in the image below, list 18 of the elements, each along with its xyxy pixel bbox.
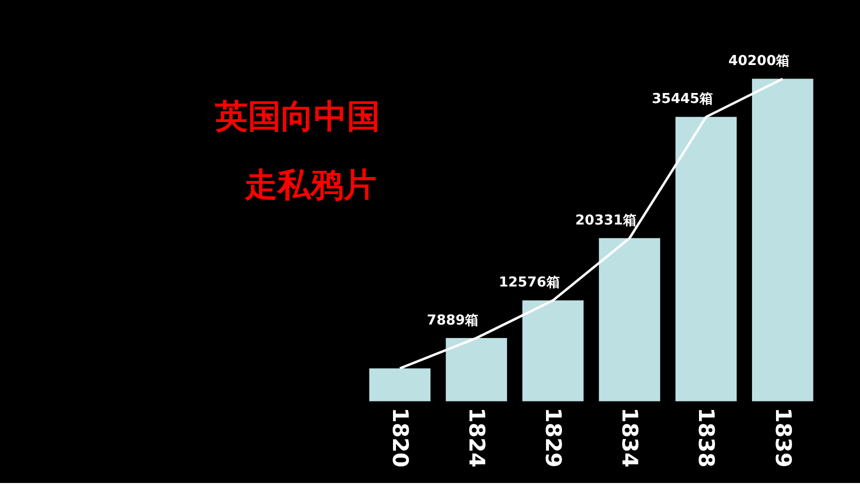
bar [522, 300, 584, 402]
bar [369, 368, 430, 402]
data-label: 40200箱 [728, 53, 790, 70]
data-label: 7889箱 [426, 312, 479, 328]
bar [752, 78, 814, 402]
bar [446, 338, 508, 402]
x-tick-label: 1824 [464, 408, 489, 468]
x-tick-label: 1838 [693, 408, 718, 468]
x-tick-label: 1820 [387, 408, 412, 468]
x-tick-label: 1834 [616, 408, 642, 468]
text: 英国向中国走私鸦片 [214, 96, 380, 204]
x-tick-label: 1829 [540, 408, 566, 468]
bar [675, 116, 737, 402]
x-tick-label: 1839 [770, 408, 795, 468]
bar [598, 238, 660, 402]
data-label: 20331箱 [575, 212, 637, 228]
data-label: 12576箱 [498, 274, 560, 291]
data-label: 35445箱 [652, 91, 714, 108]
